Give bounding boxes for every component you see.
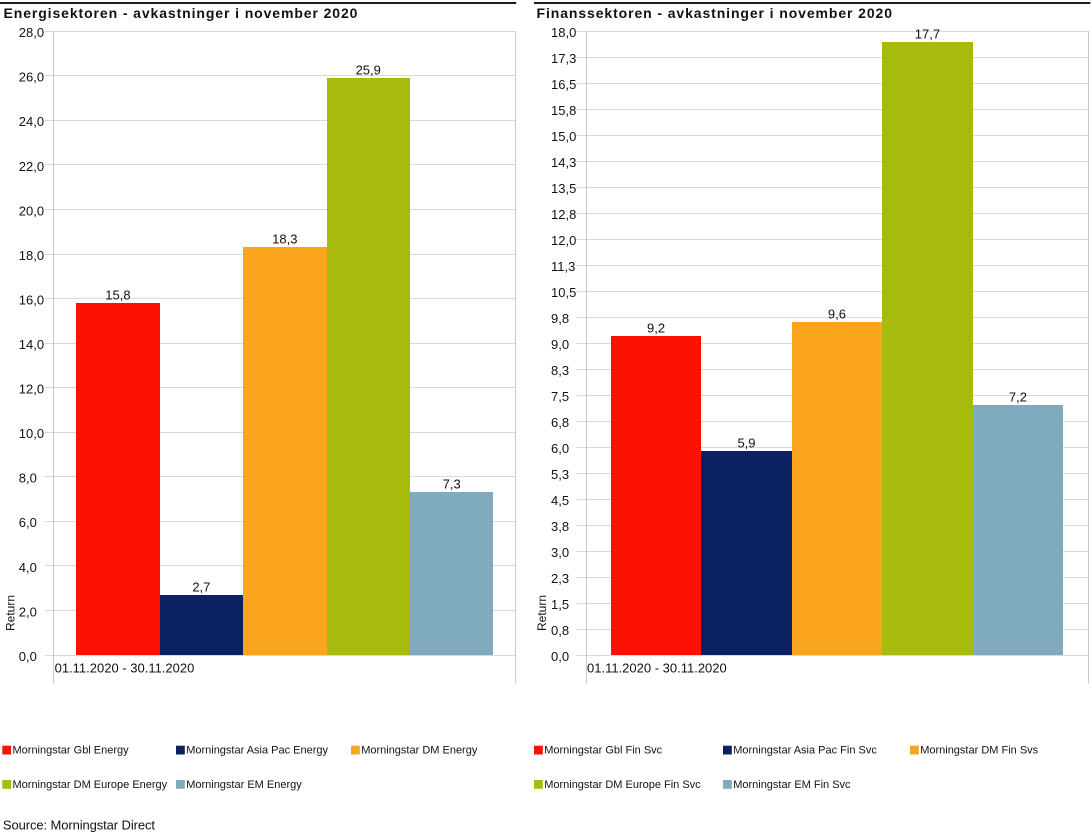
svg-text:16,0: 16,0 <box>19 292 44 307</box>
svg-text:01.11.2020 - 30.11.2020: 01.11.2020 - 30.11.2020 <box>55 661 195 676</box>
svg-text:10,5: 10,5 <box>551 285 576 300</box>
svg-text:3,0: 3,0 <box>551 545 569 560</box>
svg-text:12,0: 12,0 <box>551 233 576 248</box>
svg-text:0,8: 0,8 <box>551 623 569 638</box>
svg-text:Return: Return <box>3 595 17 631</box>
svg-text:3,8: 3,8 <box>551 519 569 534</box>
svg-text:2,7: 2,7 <box>192 580 210 595</box>
svg-text:Return: Return <box>535 595 549 631</box>
svg-text:15,8: 15,8 <box>105 288 130 303</box>
svg-text:4,5: 4,5 <box>551 493 569 508</box>
svg-text:15,8: 15,8 <box>551 103 576 118</box>
svg-text:7,2: 7,2 <box>1009 390 1027 405</box>
svg-text:Morningstar DM Europe Energy: Morningstar DM Europe Energy <box>13 779 168 791</box>
svg-text:Morningstar Asia Pac Fin Svc: Morningstar Asia Pac Fin Svc <box>733 745 877 757</box>
svg-text:8,0: 8,0 <box>19 471 37 486</box>
svg-text:6,0: 6,0 <box>551 441 569 456</box>
svg-text:15,0: 15,0 <box>551 129 576 144</box>
svg-text:Source: Morningstar Direct: Source: Morningstar Direct <box>3 818 155 833</box>
svg-text:7,5: 7,5 <box>551 389 569 404</box>
svg-text:2,0: 2,0 <box>19 604 37 619</box>
svg-text:9,2: 9,2 <box>647 321 665 336</box>
svg-text:01.11.2020 - 30.11.2020: 01.11.2020 - 30.11.2020 <box>587 661 727 676</box>
svg-text:9,8: 9,8 <box>551 311 569 326</box>
svg-text:Morningstar Asia Pac Energy: Morningstar Asia Pac Energy <box>186 745 328 757</box>
svg-text:5,9: 5,9 <box>737 436 755 451</box>
svg-text:7,3: 7,3 <box>443 477 461 492</box>
svg-text:6,8: 6,8 <box>551 415 569 430</box>
svg-text:12,8: 12,8 <box>551 207 576 222</box>
svg-text:11,3: 11,3 <box>551 259 575 274</box>
svg-text:Morningstar EM Energy: Morningstar EM Energy <box>186 779 302 791</box>
svg-text:Morningstar DM Energy: Morningstar DM Energy <box>361 745 478 757</box>
svg-text:0,0: 0,0 <box>19 649 37 664</box>
svg-text:13,5: 13,5 <box>551 181 576 196</box>
svg-text:18,3: 18,3 <box>272 232 297 247</box>
svg-text:4,0: 4,0 <box>19 560 37 575</box>
svg-text:14,0: 14,0 <box>19 337 44 352</box>
svg-text:Morningstar Gbl Energy: Morningstar Gbl Energy <box>13 745 130 757</box>
svg-text:9,6: 9,6 <box>828 307 846 322</box>
svg-text:Morningstar DM Europe Fin Svc: Morningstar DM Europe Fin Svc <box>544 779 701 791</box>
svg-text:16,5: 16,5 <box>551 77 576 92</box>
svg-text:Energisektoren - avkastninger: Energisektoren - avkastninger i november… <box>4 5 359 21</box>
svg-text:17,7: 17,7 <box>915 27 940 42</box>
svg-text:9,0: 9,0 <box>551 337 569 352</box>
svg-text:18,0: 18,0 <box>19 248 44 263</box>
svg-text:Morningstar EM Fin Svc: Morningstar EM Fin Svc <box>733 779 851 791</box>
svg-text:8,3: 8,3 <box>551 363 569 378</box>
svg-text:Morningstar Gbl Fin Svc: Morningstar Gbl Fin Svc <box>544 745 662 757</box>
svg-text:22,0: 22,0 <box>19 159 44 174</box>
svg-text:18,0: 18,0 <box>551 25 576 40</box>
svg-text:10,0: 10,0 <box>19 426 44 441</box>
svg-text:0,0: 0,0 <box>551 649 569 664</box>
svg-text:17,3: 17,3 <box>551 51 576 66</box>
svg-text:5,3: 5,3 <box>551 467 569 482</box>
svg-text:6,0: 6,0 <box>19 515 37 530</box>
svg-text:26,0: 26,0 <box>19 70 44 85</box>
svg-text:24,0: 24,0 <box>19 114 44 129</box>
svg-text:Finanssektoren - avkastninger: Finanssektoren - avkastninger i november… <box>537 5 893 21</box>
svg-text:14,3: 14,3 <box>551 155 576 170</box>
svg-text:28,0: 28,0 <box>19 25 44 40</box>
svg-text:2,3: 2,3 <box>551 571 569 586</box>
svg-text:1,5: 1,5 <box>551 597 569 612</box>
svg-text:12,0: 12,0 <box>19 382 44 397</box>
svg-text:Morningstar DM Fin Svs: Morningstar DM Fin Svs <box>920 745 1038 757</box>
svg-text:25,9: 25,9 <box>356 63 381 78</box>
svg-text:20,0: 20,0 <box>19 203 44 218</box>
